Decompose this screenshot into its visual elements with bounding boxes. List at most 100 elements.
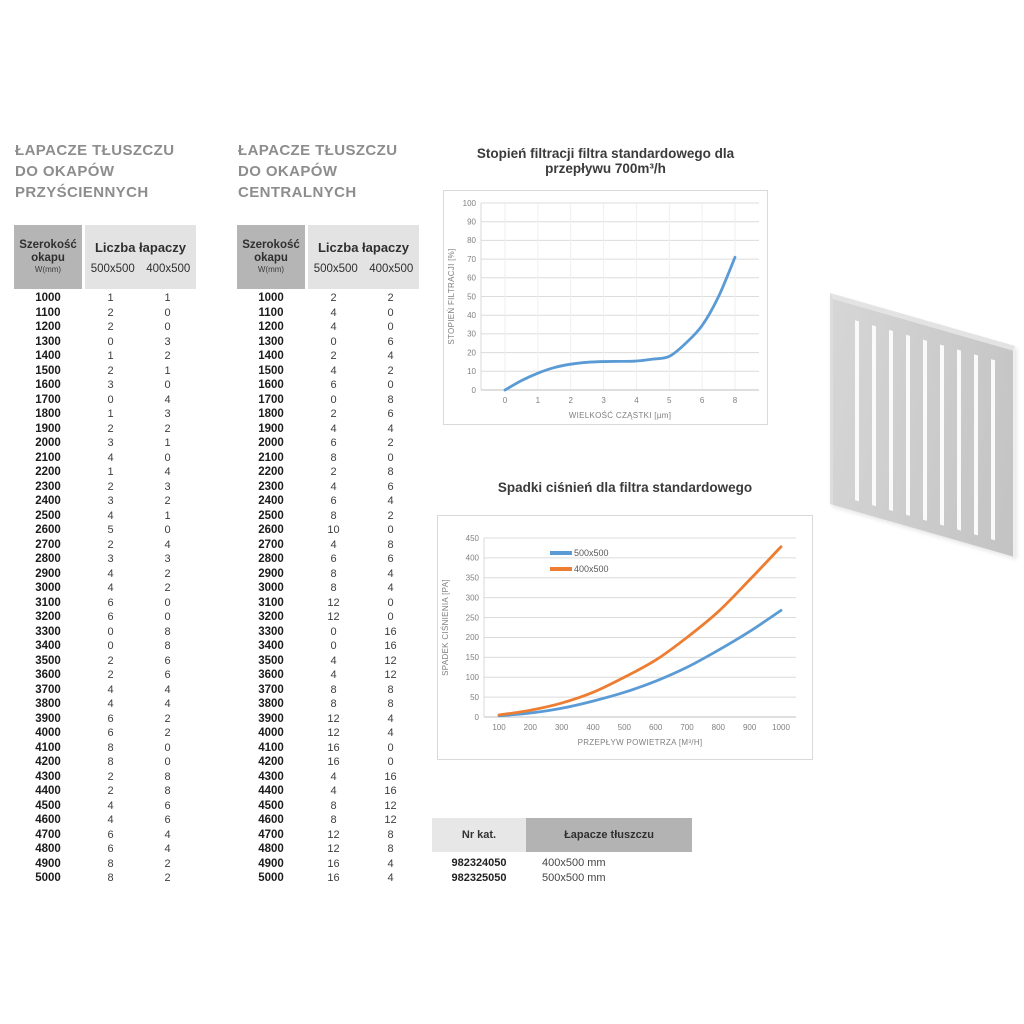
svg-text:100: 100 xyxy=(463,199,477,208)
svg-text:4: 4 xyxy=(634,396,639,405)
table-cell: 0 xyxy=(164,524,171,537)
filtration-chart: 0 10 20 30 40 50 60 70 80 90 100 0 1 2 3 4 5 6 8 WIELKOŚĆ C… xyxy=(443,190,768,425)
table-row: 4800 12 8 xyxy=(237,842,419,857)
table-cell: 8 xyxy=(330,814,337,827)
table-cell: 8 xyxy=(107,741,114,754)
table-row: 2000 6 2 xyxy=(237,436,419,451)
table-cell: 2000 xyxy=(258,437,284,450)
table-cell: 2 xyxy=(107,785,114,798)
size-column-header: 400x500 xyxy=(369,263,414,275)
table-row: 1700 0 8 xyxy=(237,393,419,408)
section-title-line: DO OKAPÓW xyxy=(15,163,115,180)
table-row: 4300 4 16 xyxy=(237,770,419,785)
table-cell: 12 xyxy=(327,712,340,725)
table-cell: 1100 xyxy=(35,306,61,319)
table-cell: 4600 xyxy=(258,814,284,827)
table-cell: 0 xyxy=(387,321,394,334)
table-row: 1100 4 0 xyxy=(237,306,419,321)
table-row: 3600 4 12 xyxy=(237,668,419,683)
section-title-line: ŁAPACZE TŁUSZCZU xyxy=(238,142,398,159)
table-cell: 4 xyxy=(164,843,171,856)
table-cell: 8 xyxy=(164,785,171,798)
table-row: 4700 12 8 xyxy=(237,828,419,843)
header-label: okapu xyxy=(254,252,288,264)
table-cell: 1100 xyxy=(258,306,284,319)
table-cell: 5000 xyxy=(35,872,61,885)
grease-catcher-column-header: Łapacze tłuszczu xyxy=(526,818,692,852)
table-cell: 3 xyxy=(164,408,171,421)
table-cell: 4 xyxy=(330,654,337,667)
table-row: 3100 6 0 xyxy=(14,596,196,611)
table-cell: 2700 xyxy=(35,538,61,551)
table-cell: 0 xyxy=(387,596,394,609)
table-cell: 8 xyxy=(387,828,394,841)
table-cell: 2800 xyxy=(258,553,284,566)
table-cell: 0 xyxy=(330,640,337,653)
table-row: 2700 4 8 xyxy=(237,538,419,553)
table-row: 2200 1 4 xyxy=(14,465,196,480)
table-cell: 3200 xyxy=(258,611,284,624)
table-cell: 2 xyxy=(107,422,114,435)
wall-hoods-section: ŁAPACZE TŁUSZCZU DO OKAPÓW PRZYŚCIENNYCH… xyxy=(14,140,196,884)
table-cell: 1 xyxy=(107,466,114,479)
svg-text:450: 450 xyxy=(466,534,480,543)
pressure-drop-chart: 0 50 100 150 200 250 300 350 400 450 100 200 300 400 5… xyxy=(437,515,813,760)
table-row: 2100 4 0 xyxy=(14,451,196,466)
table-cell: 0 xyxy=(330,625,337,638)
catalog-table-body: 982324050 400x500 mm 982325050 500x500 mm xyxy=(432,855,692,885)
table-cell: 6 xyxy=(330,437,337,450)
table-cell: 2 xyxy=(164,567,171,580)
table-cell: 8 xyxy=(107,756,114,769)
table-cell: 1600 xyxy=(258,379,284,392)
table-row: 1800 2 6 xyxy=(237,407,419,422)
table-cell: 2600 xyxy=(35,524,61,537)
table-cell: 0 xyxy=(164,321,171,334)
table-cell: 0 xyxy=(387,306,394,319)
table-row: 4000 6 2 xyxy=(14,726,196,741)
svg-text:0: 0 xyxy=(503,396,508,405)
table-cell: 1000 xyxy=(258,292,284,305)
table-cell: 2 xyxy=(164,495,171,508)
svg-text:50: 50 xyxy=(467,292,476,301)
central-hoods-section-title: ŁAPACZE TŁUSZCZU DO OKAPÓW CENTRALNYCH xyxy=(238,140,419,203)
table-cell: 4 xyxy=(164,698,171,711)
table-cell: 4 xyxy=(107,567,114,580)
table-cell: 3600 xyxy=(258,669,284,682)
table-cell: 4 xyxy=(330,770,337,783)
svg-text:50: 50 xyxy=(470,693,479,702)
wall-table-header: Szerokość okapu W(mm) Liczba łapaczy 500… xyxy=(14,225,196,289)
table-row: 3000 8 4 xyxy=(237,581,419,596)
table-cell: 0 xyxy=(387,611,394,624)
table-cell: 0 xyxy=(387,451,394,464)
table-cell: 4700 xyxy=(258,828,284,841)
table-row: 1600 6 0 xyxy=(237,378,419,393)
header-label: Liczba łapaczy xyxy=(317,240,410,255)
table-cell: 3300 xyxy=(258,625,284,638)
table-row: 4600 8 12 xyxy=(237,813,419,828)
table-cell: 2500 xyxy=(35,509,61,522)
svg-text:1000: 1000 xyxy=(772,723,790,732)
table-cell: 6 xyxy=(107,596,114,609)
table-cell: 1900 xyxy=(258,422,284,435)
table-cell: 2 xyxy=(107,480,114,493)
table-cell: 5 xyxy=(107,524,114,537)
wall-hoods-section-title: ŁAPACZE TŁUSZCZU DO OKAPÓW PRZYŚCIENNYCH xyxy=(15,140,196,203)
table-cell: 4 xyxy=(387,582,394,595)
table-cell: 2 xyxy=(164,582,171,595)
table-cell: 3000 xyxy=(35,582,61,595)
header-label: Szerokość xyxy=(19,239,77,251)
table-cell: 4 xyxy=(387,727,394,740)
table-cell: 4 xyxy=(330,364,337,377)
table-cell: 1900 xyxy=(35,422,61,435)
table-row: 5000 16 4 xyxy=(237,871,419,886)
table-cell: 8 xyxy=(107,857,114,870)
table-cell: 4300 xyxy=(258,770,284,783)
table-row: 4100 16 0 xyxy=(237,741,419,756)
table-cell: 4500 xyxy=(258,799,284,812)
table-cell: 1 xyxy=(164,437,171,450)
table-cell: 3800 xyxy=(258,698,284,711)
table-cell: 4 xyxy=(107,509,114,522)
table-cell: 8 xyxy=(387,698,394,711)
table-cell: 3500 xyxy=(35,654,61,667)
